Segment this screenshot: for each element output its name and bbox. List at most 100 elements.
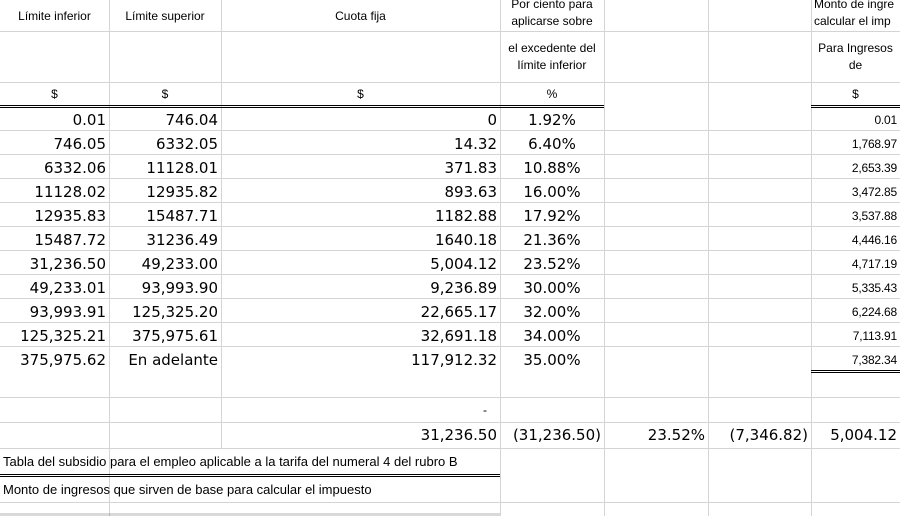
- header-limite-inferior[interactable]: Límite inferior: [18, 8, 91, 23]
- limite-inferior-cell[interactable]: 6332.06: [43, 159, 106, 177]
- calc-pct-cell[interactable]: 23.52%: [647, 426, 705, 444]
- header-monto[interactable]: Monto de ingre calcular el imp: [811, 0, 900, 31]
- cuota-fija-cell[interactable]: 117,912.32: [411, 351, 497, 369]
- por-ciento-cell[interactable]: 35.00%: [523, 351, 581, 369]
- para-ingresos-cell[interactable]: 4,446.16: [851, 233, 897, 247]
- limite-inferior-cell[interactable]: 93,993.91: [29, 303, 106, 321]
- para-ingresos-cell[interactable]: 6,224.68: [851, 305, 897, 319]
- cuota-fija-cell[interactable]: 371.83: [444, 159, 498, 177]
- limite-superior-cell[interactable]: 31236.49: [146, 231, 218, 249]
- limite-superior-cell[interactable]: 11128.01: [146, 159, 218, 177]
- limite-superior-cell[interactable]: 93,993.90: [141, 279, 218, 297]
- limite-superior-cell[interactable]: 125,325.20: [132, 303, 218, 321]
- header-monto-line2: calcular el imp: [814, 14, 891, 28]
- unit-cell[interactable]: $: [357, 86, 364, 101]
- row-divider: [0, 31, 900, 32]
- header-por-ciento[interactable]: Por ciento para aplicarse sobre: [500, 0, 604, 31]
- calc-cuota-cell[interactable]: 31,236.50: [420, 426, 497, 444]
- unit-cell[interactable]: $: [51, 86, 58, 101]
- limite-inferior-cell[interactable]: 49,233.01: [29, 279, 106, 297]
- col-divider: [500, 0, 501, 516]
- row-divider: [0, 178, 900, 179]
- por-ciento-cell[interactable]: 6.40%: [528, 135, 576, 153]
- header-excedente-line2: límite inferior: [517, 57, 587, 72]
- header-para-ingresos[interactable]: Para Ingresos de: [811, 31, 900, 82]
- por-ciento-cell[interactable]: 32.00%: [523, 303, 581, 321]
- col-divider: [221, 0, 222, 448]
- row-divider: [0, 130, 900, 131]
- limite-superior-cell[interactable]: 375,975.61: [132, 327, 218, 345]
- double-border: [0, 105, 604, 108]
- row-divider: [0, 346, 900, 347]
- calc-excedente-cell[interactable]: (31,236.50): [512, 426, 601, 444]
- row-divider: [0, 250, 900, 251]
- row-divider: [0, 298, 900, 299]
- por-ciento-cell[interactable]: 30.00%: [523, 279, 581, 297]
- header-cuota-fija[interactable]: Cuota fija: [335, 8, 386, 23]
- limite-inferior-cell[interactable]: 125,325.21: [20, 327, 106, 345]
- limite-inferior-cell[interactable]: 375,975.62: [20, 351, 106, 369]
- col-divider: [604, 0, 605, 516]
- calc-impuesto-cell[interactable]: (7,346.82): [729, 426, 808, 444]
- para-ingresos-cell[interactable]: 0.01: [874, 113, 897, 127]
- limite-inferior-cell[interactable]: 31,236.50: [29, 255, 106, 273]
- double-border: [811, 105, 900, 108]
- cuota-fija-cell[interactable]: 0: [487, 111, 497, 129]
- limite-inferior-cell[interactable]: 12935.83: [34, 207, 106, 225]
- cuota-fija-cell[interactable]: 893.63: [444, 183, 498, 201]
- row-divider: [0, 226, 900, 227]
- para-ingresos-cell[interactable]: 4,717.19: [851, 257, 897, 271]
- calc-total-cell[interactable]: 5,004.12: [830, 426, 897, 444]
- para-ingresos-cell[interactable]: 7,382.34: [851, 353, 897, 367]
- por-ciento-cell[interactable]: 21.36%: [523, 231, 581, 249]
- unit-cell[interactable]: %: [546, 86, 558, 101]
- limite-superior-cell[interactable]: 6332.05: [155, 135, 218, 153]
- por-ciento-cell[interactable]: 10.88%: [523, 159, 581, 177]
- por-ciento-cell[interactable]: 1.92%: [528, 111, 576, 129]
- subsidio-title-cell[interactable]: Tabla del subsidio para el empleo aplica…: [3, 453, 458, 469]
- cuota-fija-cell[interactable]: 1640.18: [434, 231, 497, 249]
- double-border: [0, 474, 500, 477]
- limite-superior-cell[interactable]: 15487.71: [146, 207, 218, 225]
- header-por-ciento-line2: aplicarse sobre: [511, 14, 593, 28]
- limite-superior-cell[interactable]: 12935.82: [146, 183, 218, 201]
- limite-superior-cell[interactable]: 49,233.00: [141, 255, 218, 273]
- col-divider: [109, 0, 110, 516]
- por-ciento-cell[interactable]: 17.92%: [523, 207, 581, 225]
- para-ingresos-cell[interactable]: 5,335.43: [851, 281, 897, 295]
- row-divider: [0, 322, 900, 323]
- unit-cell[interactable]: $: [161, 86, 169, 101]
- cuota-fija-cell[interactable]: 5,004.12: [430, 255, 497, 273]
- cuota-fija-cell[interactable]: 9,236.89: [430, 279, 497, 297]
- por-ciento-cell[interactable]: 16.00%: [523, 183, 581, 201]
- unit-cell[interactable]: $: [852, 86, 859, 101]
- para-ingresos-cell[interactable]: 1,768.97: [851, 137, 897, 151]
- limite-superior-cell[interactable]: 746.04: [165, 111, 219, 129]
- por-ciento-cell[interactable]: 34.00%: [523, 327, 581, 345]
- limite-inferior-cell[interactable]: 746.05: [53, 135, 107, 153]
- col-divider: [708, 0, 709, 516]
- cuota-fija-cell[interactable]: 14.32: [454, 135, 497, 153]
- para-ingresos-cell[interactable]: 3,472.85: [851, 185, 897, 199]
- limite-inferior-cell[interactable]: 11128.02: [34, 183, 106, 201]
- para-ingresos-cell[interactable]: 7,113.91: [852, 329, 897, 343]
- monto-ingresos-cell[interactable]: Monto de ingresos que sirven de base par…: [3, 482, 372, 497]
- row-divider: [0, 154, 900, 155]
- limite-inferior-cell[interactable]: 0.01: [72, 111, 106, 129]
- por-ciento-cell[interactable]: 23.52%: [523, 255, 581, 273]
- para-ingresos-cell[interactable]: 2,653.39: [851, 161, 897, 175]
- cuota-fija-cell[interactable]: 1182.88: [434, 207, 497, 225]
- double-border: [811, 370, 900, 373]
- dash-cell[interactable]: -: [483, 402, 487, 417]
- limite-superior-cell[interactable]: En adelante: [128, 351, 218, 369]
- row-divider: [0, 448, 900, 449]
- header-limite-superior[interactable]: Límite superior: [125, 8, 205, 23]
- header-excedente[interactable]: el excedente del límite inferior: [500, 31, 604, 82]
- cuota-fija-cell[interactable]: 22,665.17: [420, 303, 497, 321]
- cuota-fija-cell[interactable]: 32,691.18: [420, 327, 497, 345]
- clipped-row-edge: [0, 513, 500, 516]
- limite-inferior-cell[interactable]: 15487.72: [34, 231, 106, 249]
- row-divider: [0, 397, 900, 398]
- para-ingresos-cell[interactable]: 3,537.88: [851, 209, 897, 223]
- header-monto-line1: Monto de ingre: [814, 0, 895, 11]
